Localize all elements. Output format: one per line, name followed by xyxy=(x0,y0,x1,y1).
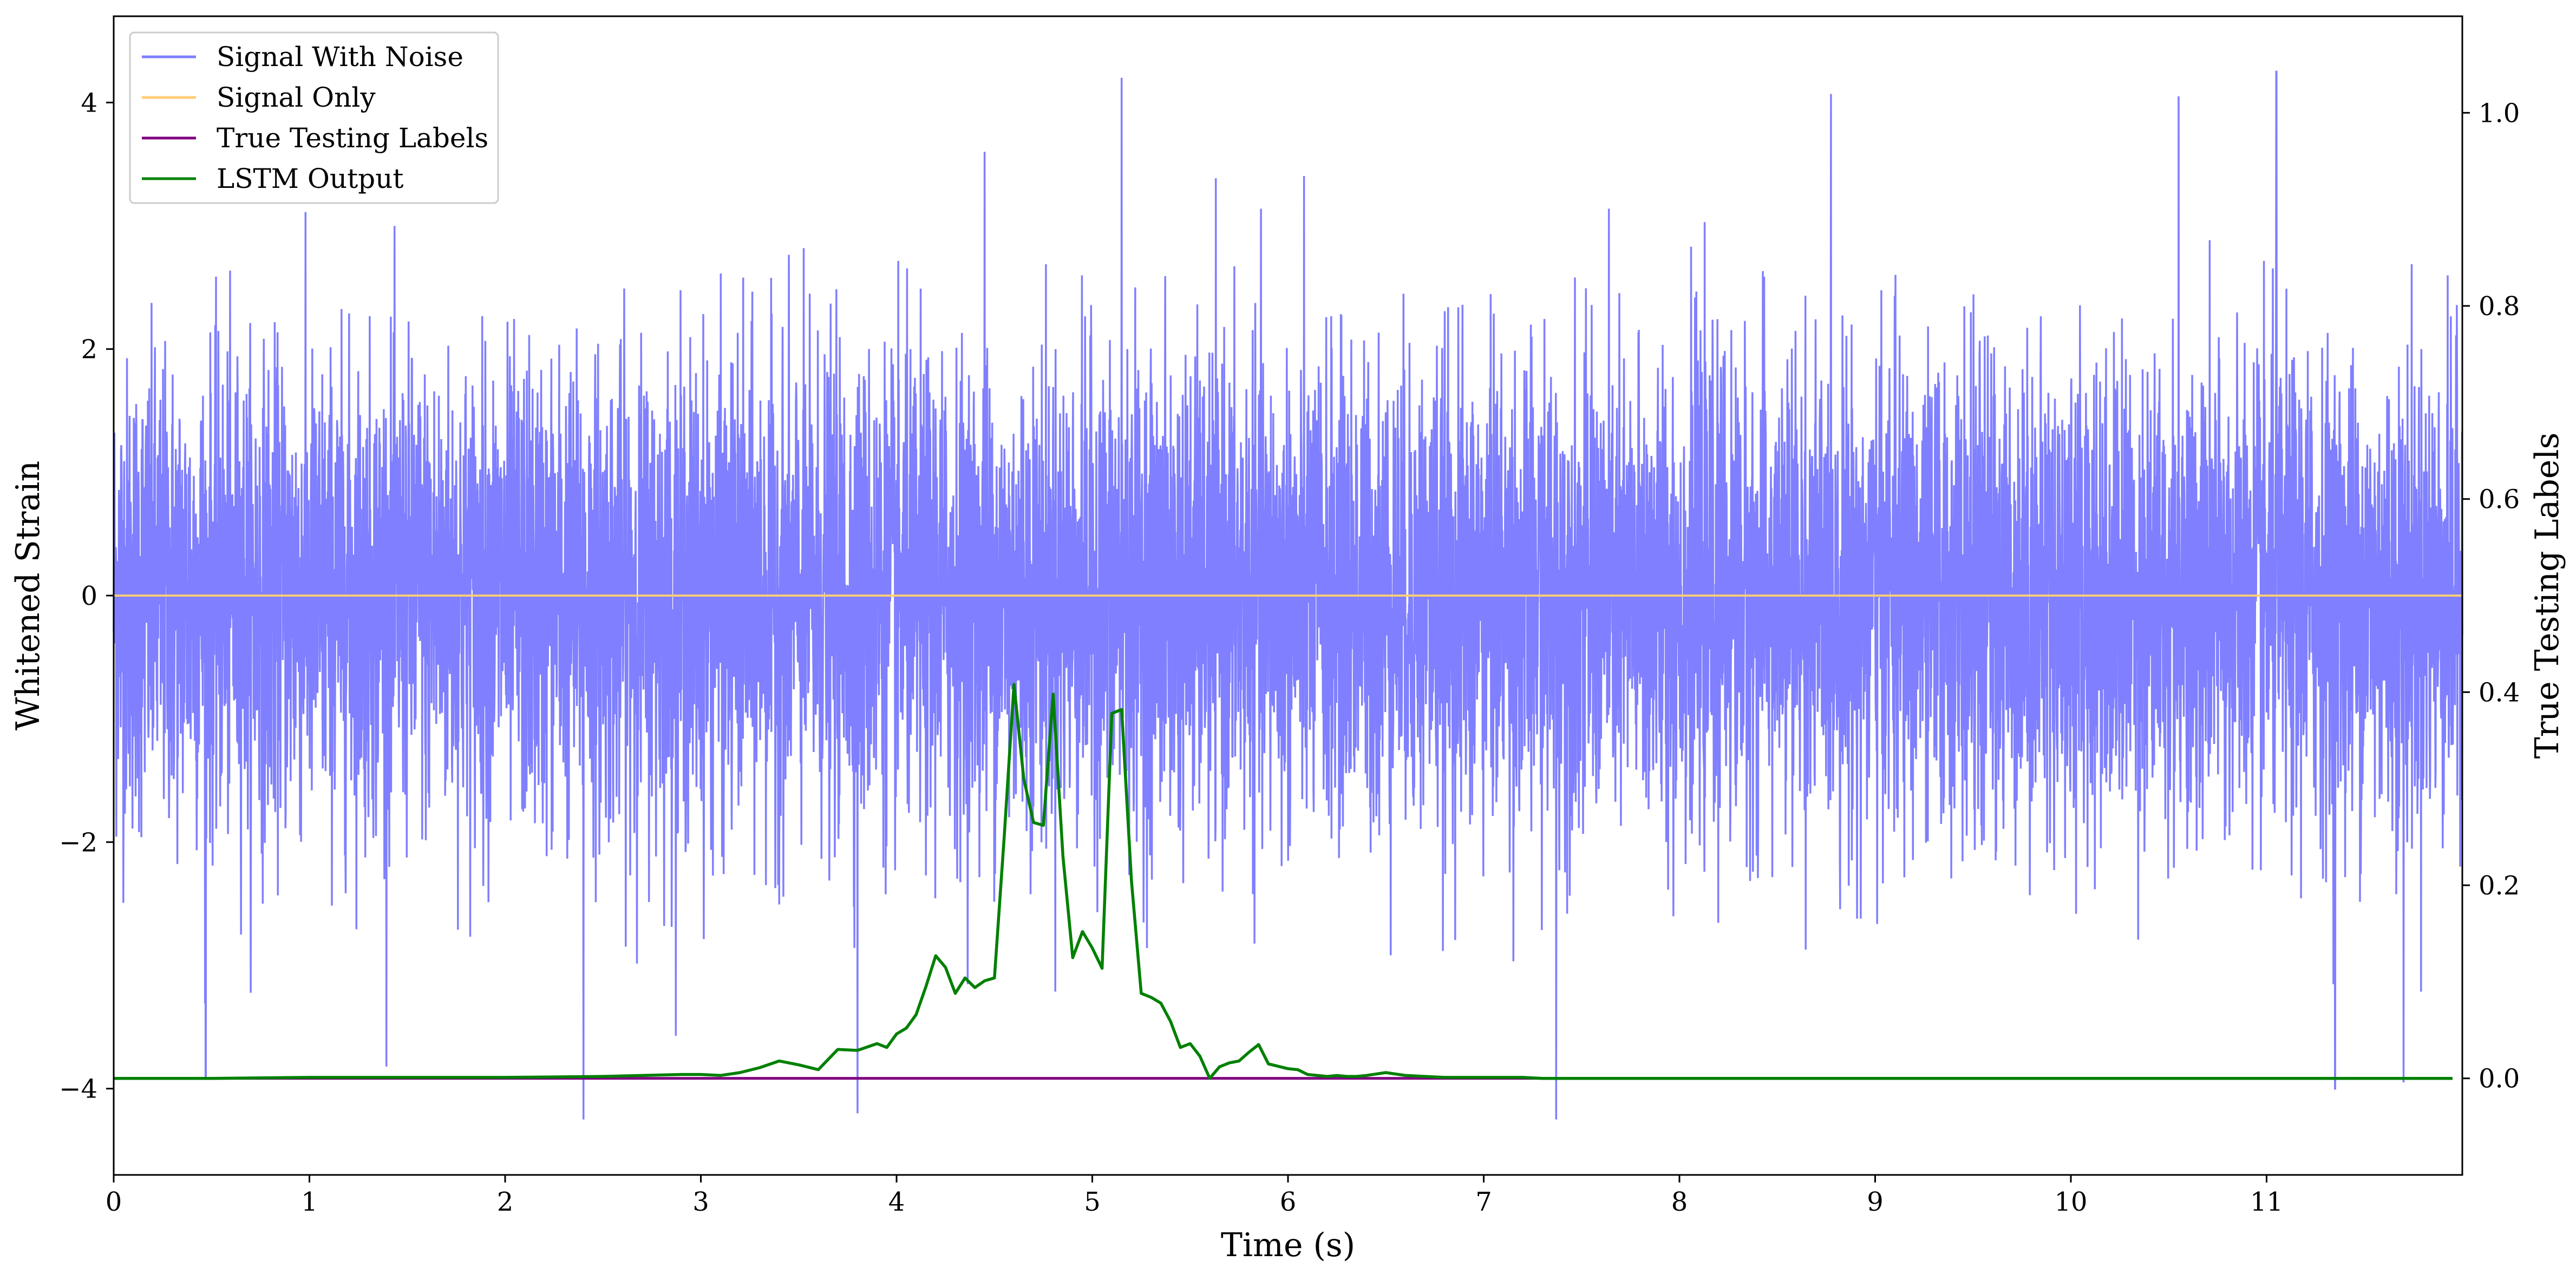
y-axis-right-label: True Testing Labels xyxy=(2528,433,2566,759)
legend-label: Signal Only xyxy=(217,82,376,113)
y-axis-left: −4 −2 0 2 4 xyxy=(59,88,114,1105)
x-tick-label: 11 xyxy=(2250,1187,2283,1217)
y-left-tick-label: 4 xyxy=(81,88,97,118)
y-right-tick-label: 0.4 xyxy=(2479,677,2520,708)
x-tick-label: 8 xyxy=(1671,1187,1688,1217)
legend: Signal With Noise Signal Only True Testing… xyxy=(129,31,499,204)
y-left-tick-label: 2 xyxy=(81,335,97,365)
x-tick-label: 6 xyxy=(1280,1187,1297,1217)
x-axis-label: Time (s) xyxy=(1221,1226,1355,1264)
lstm-output-series xyxy=(114,683,2453,1080)
x-tick-label: 4 xyxy=(888,1187,905,1217)
x-axis: 0 1 2 3 4 5 6 7 8 9 10 11 xyxy=(106,1175,2283,1217)
y-left-tick-label: 0 xyxy=(81,581,97,611)
x-tick-label: 5 xyxy=(1084,1187,1101,1217)
legend-label: LSTM Output xyxy=(217,163,403,194)
x-tick-label: 10 xyxy=(2054,1187,2087,1217)
y-left-tick-label: −2 xyxy=(59,827,97,858)
y-right-tick-label: 1.0 xyxy=(2479,98,2520,128)
x-tick-label: 3 xyxy=(692,1187,709,1217)
legend-label: True Testing Labels xyxy=(217,122,488,154)
signal-with-noise-line xyxy=(113,70,2463,1120)
y-right-tick-label: 0.2 xyxy=(2479,871,2520,901)
lstm-output-line xyxy=(114,683,2453,1080)
y-right-tick-label: 0.0 xyxy=(2479,1064,2520,1094)
x-tick-label: 9 xyxy=(1867,1187,1884,1217)
y-axis-left-label: Whitened Strain xyxy=(9,461,47,730)
y-left-tick-label: −4 xyxy=(59,1074,97,1105)
legend-label: Signal With Noise xyxy=(217,41,463,73)
x-tick-label: 2 xyxy=(497,1187,514,1217)
y-axis-right: 0.0 0.2 0.4 0.6 0.8 1.0 xyxy=(2462,98,2520,1094)
signal-with-noise-series xyxy=(113,70,2463,1120)
x-tick-label: 0 xyxy=(106,1187,122,1217)
x-tick-label: 7 xyxy=(1475,1187,1492,1217)
y-right-tick-label: 0.8 xyxy=(2479,291,2520,322)
x-tick-label: 1 xyxy=(301,1187,318,1217)
y-right-tick-label: 0.6 xyxy=(2479,485,2520,515)
legend-box xyxy=(129,31,499,204)
